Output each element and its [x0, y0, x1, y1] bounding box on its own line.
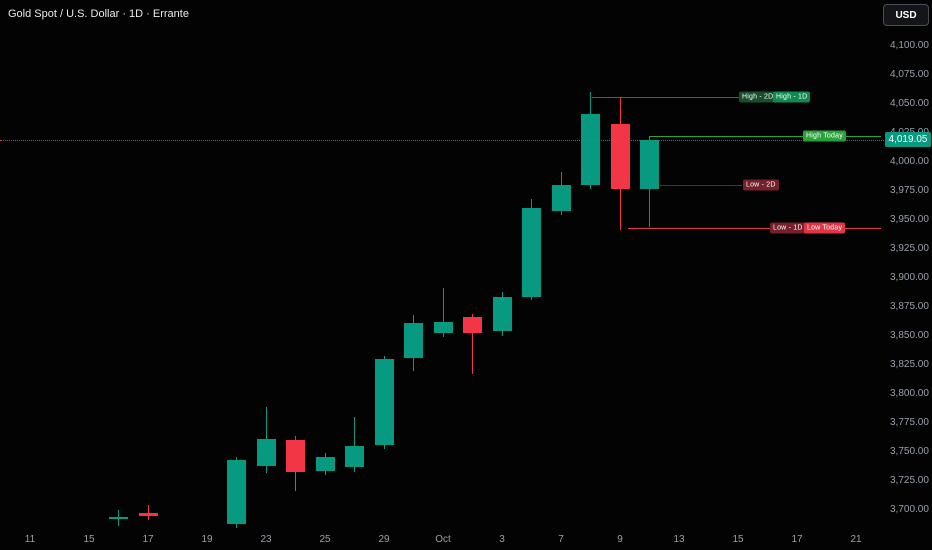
symbol-title[interactable]: Gold Spot / U.S. Dollar · 1D · Errante [8, 8, 189, 20]
price-axis-label: 3,850.00 [890, 330, 929, 341]
candle-body-sep-30[interactable] [404, 323, 423, 359]
price-axis[interactable]: 4,100.004,075.004,050.004,025.004,000.00… [884, 0, 932, 528]
candle-body-sep-22[interactable] [227, 460, 246, 524]
time-axis-label: 25 [319, 534, 331, 545]
time-axis-label: 17 [791, 534, 803, 545]
time-axis-label: 11 [24, 534, 36, 545]
badge-high-today: High Today [803, 130, 846, 142]
candle-body-oct-2[interactable] [463, 317, 482, 333]
price-axis-label: 3,775.00 [890, 417, 929, 428]
candle-body-sep-17[interactable] [138, 513, 158, 516]
candle-body-sep-29[interactable] [374, 359, 394, 446]
badge-low-2d: Low - 2D [743, 179, 779, 191]
current-price-line [0, 139, 884, 141]
price-axis-label: 3,725.00 [890, 475, 929, 486]
candle-body-oct-9[interactable] [610, 123, 630, 189]
price-axis-label: 3,825.00 [890, 359, 929, 370]
time-axis-label: 15 [732, 534, 744, 545]
price-axis-label: 4,050.00 [890, 98, 929, 109]
current-price-tag: 4,019.05 [885, 132, 931, 148]
time-axis-label: 13 [673, 534, 685, 545]
price-axis-label: 3,900.00 [890, 272, 929, 283]
badge-high-2d: High - 2D [739, 91, 777, 103]
candle-body-sep-23[interactable] [256, 439, 276, 466]
time-axis-label: 17 [142, 534, 154, 545]
price-axis-label: 3,975.00 [890, 185, 929, 196]
time-axis-label: 19 [201, 534, 213, 545]
candle-body-oct-7[interactable] [551, 185, 571, 211]
candle-body-oct-1[interactable] [433, 322, 453, 333]
price-axis-label: 4,100.00 [890, 40, 929, 51]
currency-toggle-button[interactable]: USD [883, 4, 929, 26]
price-axis-label: 3,950.00 [890, 214, 929, 225]
time-axis-label: Oct [435, 534, 451, 545]
badge-low-1d: Low - 1D [770, 222, 806, 234]
candle-body-sep-24[interactable] [286, 440, 305, 472]
candle-body-oct-6[interactable] [522, 208, 541, 297]
candle-wick-sep-17 [147, 505, 149, 521]
time-axis[interactable]: 11 15 17 19 23 25 29 Oct 3 7 9 13 15 17 21 [0, 528, 884, 550]
candle-wick-oct-2 [472, 313, 473, 375]
low-today-line [628, 228, 881, 230]
time-axis-label: 15 [83, 534, 95, 545]
candle-body-sep-26[interactable] [345, 446, 364, 468]
price-axis-label: 3,875.00 [890, 301, 929, 312]
badge-high-1d: High - 1D [773, 91, 811, 103]
time-axis-label: 7 [558, 534, 564, 545]
candle-body-sep-16[interactable] [109, 516, 128, 520]
high-1d-2d-line [592, 97, 741, 99]
price-axis-label: 4,000.00 [890, 156, 929, 167]
plot-area[interactable]: High - 2D High - 1D High Today Low - 2D Low … [0, 0, 884, 528]
low-2d-line [660, 185, 742, 187]
candle-body-oct-10[interactable] [640, 139, 659, 189]
candle-wick-oct-1 [442, 288, 444, 338]
time-axis-label: 29 [378, 534, 390, 545]
price-axis-label: 3,925.00 [890, 243, 929, 254]
candle-body-oct-8[interactable] [581, 114, 600, 186]
candle-body-sep-25[interactable] [315, 456, 335, 471]
time-axis-label: 21 [850, 534, 862, 545]
candle-wick-sep-26 [354, 417, 355, 472]
time-axis-label: 9 [617, 534, 623, 545]
badge-low-today: Low Today [804, 222, 846, 234]
time-axis-label: 3 [499, 534, 505, 545]
candle-body-oct-3[interactable] [492, 296, 512, 332]
price-axis-label: 3,750.00 [890, 446, 929, 457]
price-axis-label: 3,800.00 [890, 388, 929, 399]
price-axis-label: 3,700.00 [890, 504, 929, 515]
time-axis-label: 23 [260, 534, 272, 545]
price-axis-label: 4,075.00 [890, 69, 929, 80]
high-today-line [650, 136, 881, 138]
